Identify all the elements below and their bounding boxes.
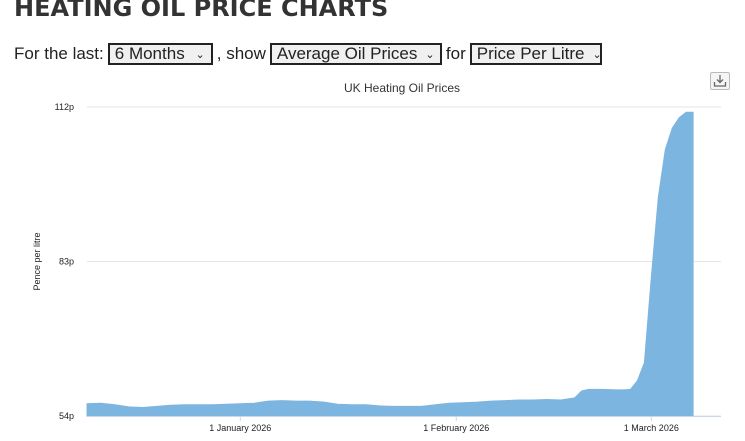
x-tick-label: 1 January 2026 (209, 423, 271, 433)
price-area (86, 111, 694, 417)
chart-title: UK Heating Oil Prices (344, 81, 460, 95)
x-tick-label: 1 February 2026 (423, 423, 489, 433)
period-select[interactable]: 6 Months ⌄ (107, 43, 213, 65)
y-tick-label: 83p (59, 257, 74, 267)
download-icon (713, 75, 727, 87)
period-prefix-label: For the last: (14, 44, 104, 63)
y-axis-label: Pence per litre (32, 232, 42, 290)
show-select-value: Average Oil Prices (276, 44, 418, 63)
chart-controls: For the last: 6 Months ⌄ , show Average … (14, 42, 606, 66)
y-tick-label: 54p (59, 411, 74, 421)
chevron-down-icon: ⌄ (195, 48, 205, 61)
x-axis-ticks: 1 January 2026 1 February 2026 1 March 202… (209, 416, 679, 433)
show-label: , show (216, 44, 266, 63)
period-select-value: 6 Months (114, 44, 185, 63)
export-button[interactable] (710, 72, 730, 90)
y-axis-ticks: 54p 83p 112p (55, 102, 74, 421)
for-label: for (445, 44, 466, 63)
y-tick-label: 112p (55, 102, 74, 112)
chevron-down-icon: ⌄ (425, 48, 435, 61)
show-select[interactable]: Average Oil Prices ⌄ (269, 43, 442, 65)
price-chart: UK Heating Oil Prices 54p 83p 112p 1 Janua… (32, 81, 721, 433)
unit-select-value: Price Per Litre (476, 44, 585, 63)
unit-select[interactable]: Price Per Litre ⌄ (469, 43, 602, 65)
chevron-down-icon: ⌄ (592, 48, 602, 61)
page-title: HEATING OIL PRICE CHARTS (14, 0, 389, 22)
x-tick-label: 1 March 2026 (624, 423, 679, 433)
gridlines (87, 106, 721, 417)
